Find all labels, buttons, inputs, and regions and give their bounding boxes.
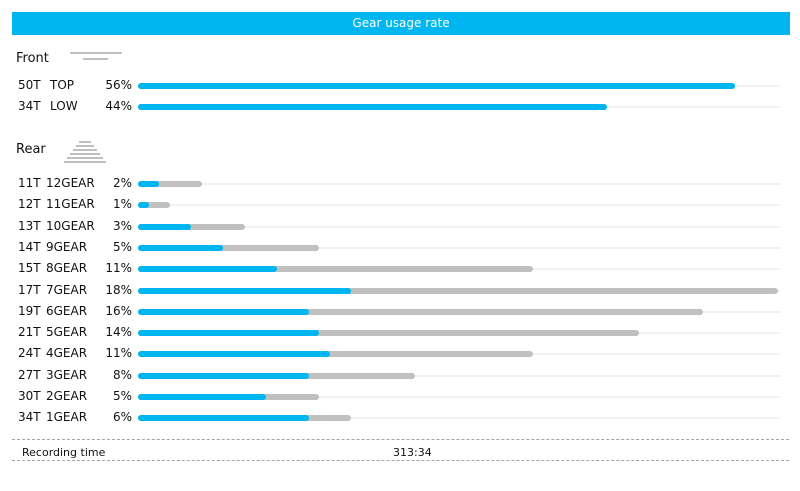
bar-extent	[138, 330, 639, 337]
gear-row: 27T 3GEAR 8%	[0, 366, 800, 386]
tooth-label: 30T	[18, 389, 41, 403]
gear-label: 1GEAR	[46, 410, 88, 425]
chart-title: Gear usage rate	[12, 12, 790, 35]
percent-label: 6%	[112, 410, 132, 425]
footer-divider-bottom	[12, 460, 789, 461]
gear-row: 19T 6GEAR 16%	[0, 302, 800, 322]
gear-row: 50T TOP 56%	[0, 76, 800, 96]
gear-label: LOW	[50, 99, 78, 113]
bar-extent	[138, 351, 533, 358]
gear-label: 11GEAR	[46, 197, 95, 212]
gear-label: 12GEAR	[46, 176, 95, 190]
tooth-label: 21T	[18, 325, 41, 340]
tooth-label: 15T	[18, 261, 41, 276]
gear-row: 30T 2GEAR 5%	[0, 387, 800, 407]
gear-row: 34T LOW 44%	[0, 97, 800, 117]
percent-label: 8%	[112, 367, 132, 382]
bar-extent	[138, 223, 245, 230]
bar-usage	[138, 415, 309, 422]
tooth-label: 34T	[18, 410, 41, 425]
gear-label: 2GEAR	[46, 389, 88, 403]
tooth-label: 27T	[18, 367, 41, 382]
tooth-label: 17T	[18, 282, 41, 297]
bar-usage	[138, 372, 309, 379]
tooth-label: 13T	[18, 218, 41, 233]
bar-track	[138, 396, 780, 398]
bar-extent	[138, 181, 202, 187]
bar-usage	[138, 244, 223, 251]
bar-track	[138, 246, 780, 249]
tooth-label: 24T	[18, 346, 41, 361]
percent-label: 5%	[112, 389, 132, 403]
bar-usage	[138, 181, 159, 187]
bar-track	[138, 204, 780, 207]
gear-row: 21T 5GEAR 14%	[0, 323, 800, 343]
gear-row: 13T 10GEAR 3%	[0, 217, 800, 237]
percent-label: 56%	[105, 78, 132, 92]
percent-label: 5%	[112, 239, 132, 254]
percent-label: 11%	[105, 261, 132, 276]
bar-usage	[138, 266, 277, 273]
gear-label: 4GEAR	[46, 346, 88, 361]
bar-track	[138, 225, 780, 228]
bar-track	[138, 374, 780, 377]
bar-extent	[138, 308, 703, 315]
percent-label: 16%	[105, 303, 132, 318]
gear-row: 15T 8GEAR 11%	[0, 259, 800, 279]
percent-label: 2%	[112, 176, 132, 190]
bar-usage	[138, 223, 191, 230]
gear-label: 8GEAR	[46, 261, 88, 276]
percent-label: 14%	[105, 325, 132, 340]
recording-time-value: 313:34	[393, 446, 432, 459]
gear-label: 3GEAR	[46, 367, 88, 382]
percent-label: 18%	[105, 282, 132, 297]
gear-row: 11T 12GEAR 2%	[0, 174, 800, 194]
gear-label: 9GEAR	[46, 239, 88, 254]
bar-track	[138, 183, 780, 185]
rear-section-label: Rear	[16, 142, 46, 157]
footer-divider-top	[12, 439, 789, 440]
gear-row: 24T 4GEAR 11%	[0, 344, 800, 364]
percent-label: 3%	[112, 218, 132, 233]
bar-extent	[138, 244, 319, 251]
rear-cassette-icon	[64, 140, 108, 165]
bar-extent	[138, 266, 533, 273]
bar-usage	[138, 83, 735, 89]
recording-time-label: Recording time	[22, 446, 106, 459]
gear-label: 5GEAR	[46, 325, 88, 340]
bar-usage	[138, 104, 607, 110]
tooth-label: 50T	[18, 78, 41, 92]
gear-label: 6GEAR	[46, 303, 88, 318]
front-section-label: Front	[16, 51, 49, 66]
tooth-label: 19T	[18, 303, 41, 318]
bar-usage	[138, 287, 351, 294]
percent-label: 11%	[105, 346, 132, 361]
bar-usage	[138, 308, 309, 315]
bar-usage	[138, 394, 266, 400]
bar-extent	[138, 202, 170, 209]
tooth-label: 11T	[18, 176, 41, 190]
tooth-label: 12T	[18, 197, 41, 212]
gear-label: 10GEAR	[46, 218, 95, 233]
gear-row: 14T 9GEAR 5%	[0, 238, 800, 258]
front-chainring-icon	[68, 50, 123, 64]
bar-usage	[138, 351, 330, 358]
gear-label: 7GEAR	[46, 282, 88, 297]
percent-label: 44%	[105, 99, 132, 113]
gear-row: 34T 1GEAR 6%	[0, 408, 800, 428]
gear-row: 17T 7GEAR 18%	[0, 281, 800, 301]
percent-label: 1%	[112, 197, 132, 212]
bar-track	[138, 417, 780, 420]
bar-usage	[138, 330, 319, 337]
bar-extent	[138, 287, 778, 294]
gear-label: TOP	[50, 78, 75, 92]
gear-row: 12T 11GEAR 1%	[0, 195, 800, 215]
tooth-label: 34T	[18, 99, 41, 113]
bar-usage	[138, 202, 149, 209]
tooth-label: 14T	[18, 239, 41, 254]
